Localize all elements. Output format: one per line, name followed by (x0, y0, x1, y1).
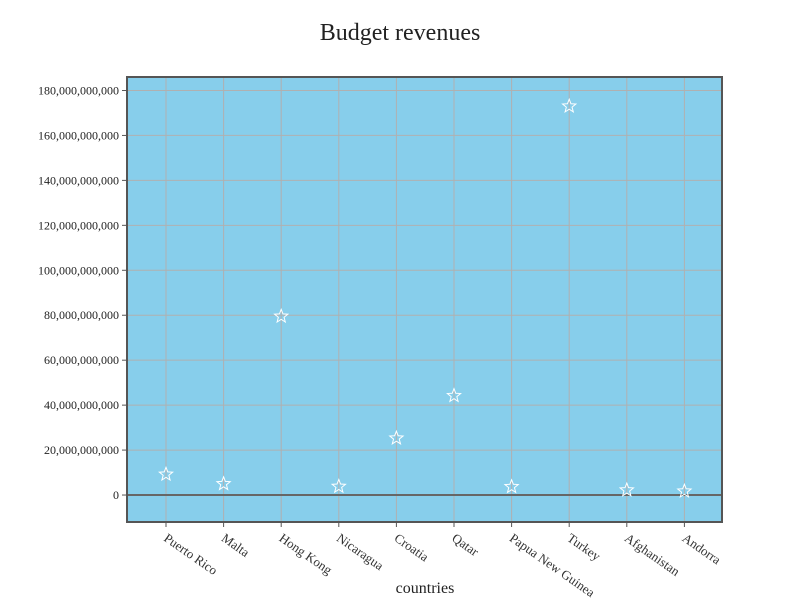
data-point-star (561, 97, 578, 114)
data-point-star (215, 475, 232, 491)
data-point-star (388, 429, 405, 445)
y-tick-label: 140,000,000,000 (38, 173, 119, 187)
y-tick-label: 160,000,000,000 (38, 128, 119, 142)
x-tick-label: Afghanistan (622, 530, 683, 579)
y-tick-label: 40,000,000,000 (44, 398, 119, 412)
data-point-star (676, 482, 693, 498)
y-tick-label: 20,000,000,000 (44, 443, 119, 457)
x-tick-label: Andorra (680, 530, 724, 567)
data-point-star (158, 465, 174, 482)
x-tick-label: Malta (219, 530, 253, 560)
chart-title: Budget revenues (320, 20, 481, 46)
data-point-star (330, 478, 347, 494)
y-tick-label: 180,000,000,000 (38, 83, 119, 97)
y-tick-label: 0 (113, 488, 119, 502)
y-axis: 0 20,000,000,000 40,000,000,000 60,000,000,… (38, 83, 127, 502)
grid-lines (127, 77, 722, 522)
x-tick-label: Turkey (564, 530, 603, 564)
x-tick-label: Hong Kong (276, 530, 335, 578)
data-point-star (273, 307, 290, 324)
x-axis-label: countries (396, 580, 455, 597)
x-tick-label: Qatar (449, 530, 482, 559)
y-tick-label: 60,000,000,000 (44, 353, 119, 367)
data-points (158, 97, 693, 498)
x-tick-label: Croatia (392, 530, 432, 564)
y-tick-label: 120,000,000,000 (38, 218, 119, 232)
x-tick-label: Puerto Rico (161, 530, 220, 578)
data-point-star (618, 481, 635, 497)
data-point-star (503, 478, 520, 494)
x-tick-label: Nicaragua (334, 530, 387, 573)
data-point-star (446, 387, 462, 403)
plot-area (127, 77, 722, 522)
plot-frame (126, 76, 723, 523)
y-tick-label: 100,000,000,000 (38, 263, 119, 277)
y-tick-label: 80,000,000,000 (44, 308, 119, 322)
